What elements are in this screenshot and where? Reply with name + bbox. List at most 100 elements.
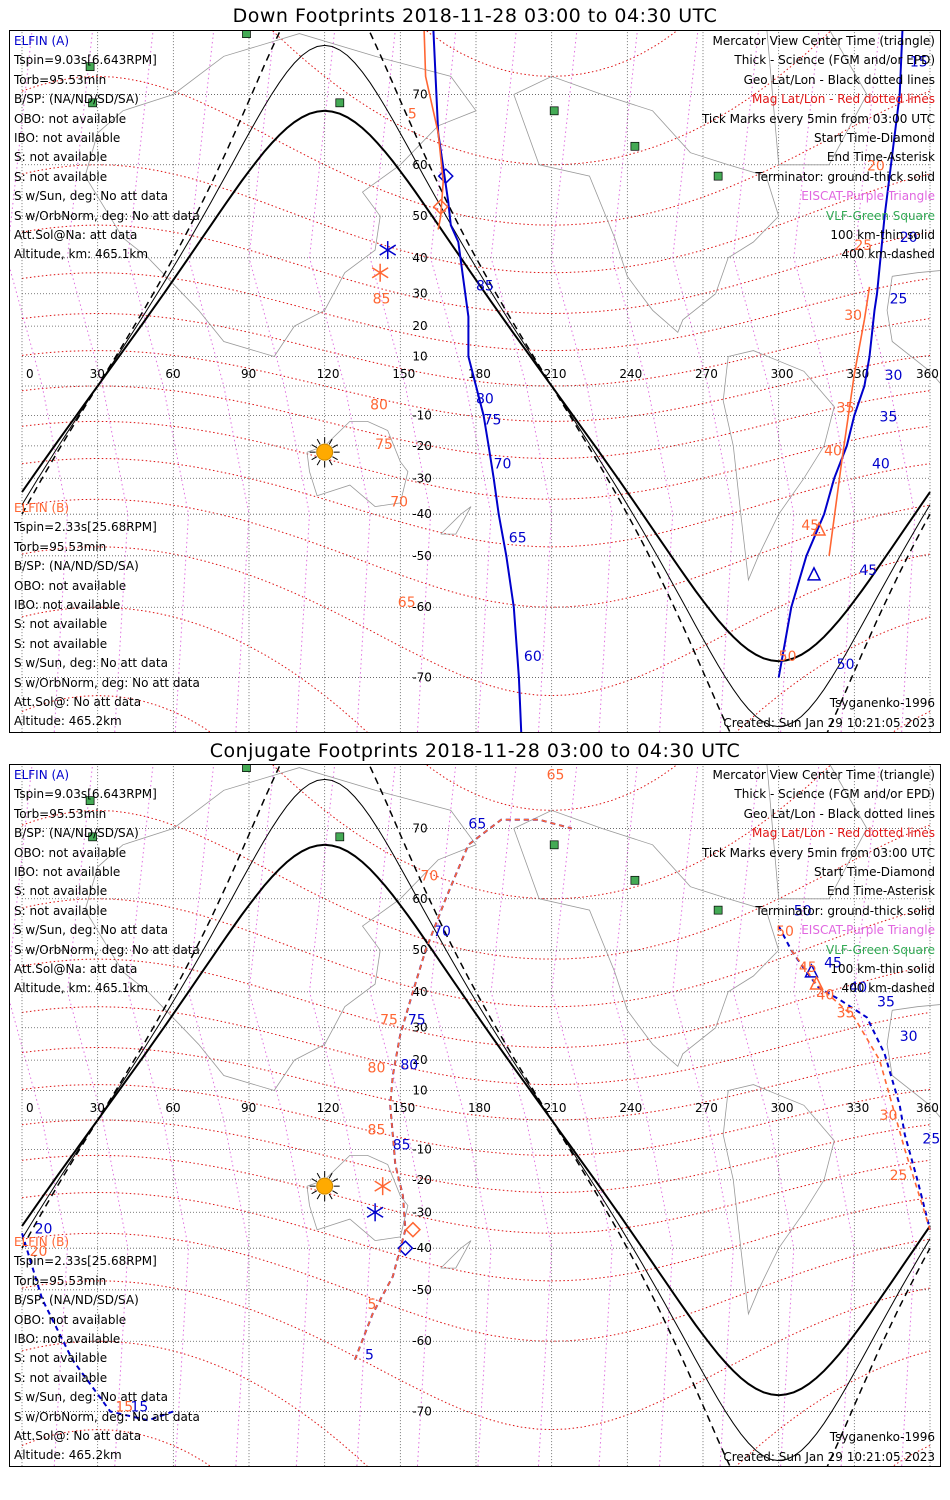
panel-1-title: Down Footprints 2018-11-28 03:00 to 04:3… [232, 5, 718, 27]
tick-label: 35 [837, 1005, 855, 1021]
info-line: OBO: not available [14, 578, 127, 593]
info-line: Tspin=2.33s[25.68RPM] [14, 520, 157, 535]
tick-label: 15 [130, 1400, 148, 1416]
tick-label: 30 [900, 1029, 918, 1045]
legend-entry: 400 km-dashed [841, 247, 935, 262]
vlf-station [713, 171, 723, 181]
terminator-ground [21, 843, 931, 1397]
elfin-b-info: ELFIN (B) Tspin=2.33s[25.68RPM] Torb=95.53… [14, 1233, 200, 1466]
info-line: Torb=95.53min [14, 539, 107, 554]
coastline [766, 31, 868, 166]
mag-lat-line [272, 31, 832, 166]
vlf-station [630, 141, 640, 151]
lon-tick-label: 150 [392, 1101, 415, 1115]
satellite-name: ELFIN (A) [14, 768, 70, 782]
center-time-triangle [811, 521, 827, 536]
axis-labels: 0 30 60 90 120 150 180 210 240 270 300 330 360 70 60 50… [26, 821, 939, 1418]
lat-tick-label: -60 [412, 600, 432, 614]
info-line: S w/Sun, deg: No att data [14, 1390, 168, 1405]
lat-tick-label: 50 [412, 209, 427, 223]
lat-tick-label: 60 [412, 892, 427, 906]
lat-tick-label: -50 [412, 549, 432, 563]
end-asterisk [366, 1203, 384, 1222]
info-line: S: not available [14, 150, 108, 165]
end-asterisk [371, 263, 389, 282]
satellite-name: ELFIN (B) [14, 1235, 70, 1249]
legend-entry: Thick - Science (FGM and/or EPD) [734, 787, 935, 802]
coastline [306, 1155, 409, 1242]
elfin-a-info: ELFIN (A) Tspin=9.03s[6.643RPM] Torb=95.53… [14, 32, 200, 265]
legend-entry: Mag Lat/Lon - Red dotted lines [751, 92, 935, 107]
lat-tick-label: 10 [412, 350, 427, 364]
lat-tick-label: -30 [412, 471, 432, 485]
elfin-b-info: ELFIN (B) Tspin=2.33s[25.68RPM] Torb=95.53… [14, 499, 200, 732]
terminator-ground [21, 109, 931, 663]
track-elfin-b-conjugate: 5 85 80 75 70 65 [354, 767, 573, 1360]
lon-tick-label: 210 [544, 367, 567, 381]
coastlines [84, 31, 940, 582]
lat-tick-label: 30 [412, 287, 427, 301]
satellite-name: ELFIN (A) [14, 34, 70, 48]
lat-tick-label: -60 [412, 1334, 432, 1348]
mag-lat-line [21, 312, 931, 387]
lon-tick-label: 300 [771, 367, 794, 381]
legend-entry: Tick Marks every 5min from 03:00 UTC [701, 845, 935, 860]
info-line: S: not available [14, 1370, 108, 1385]
legend-entry: Terminator: ground-thick solid [755, 903, 935, 918]
vlf-station [85, 62, 95, 72]
coastline [306, 421, 409, 508]
start-diamond [404, 1221, 422, 1238]
info-line: B/SP: (NA/ND/SD/SA) [14, 826, 139, 841]
tick-label: 35 [877, 995, 895, 1011]
legend-entry: Mercator View Center Time (triangle) [712, 34, 935, 48]
map-chart: 0 30 60 90 120 150 180 210 240 270 300 330 360706050… [10, 31, 940, 732]
vlf-station [242, 765, 251, 772]
tick-label: 20 [35, 1221, 53, 1237]
lat-tick-label: -20 [412, 439, 432, 453]
track-line [777, 31, 904, 678]
track-line [354, 818, 573, 1360]
mag-lat-line [21, 1006, 931, 1086]
tick-label: 50 [837, 657, 855, 673]
legend-entry: Tick Marks every 5min from 03:00 UTC [701, 111, 935, 126]
lon-tick-label: 330 [846, 367, 869, 381]
lat-tick-label: -50 [412, 1283, 432, 1297]
legend-entry: VLF-Green Square [826, 208, 935, 223]
lat-tick-label: 30 [412, 1021, 427, 1035]
sun-icon [309, 437, 340, 468]
legend: Mercator View Center Time (triangle) Thic… [702, 766, 935, 999]
info-line: S w/Sun, deg: No att data [14, 923, 168, 938]
mag-lat-line [21, 272, 931, 352]
info-line: S: not available [14, 617, 108, 632]
info-line: Att.Sol@: No att data [14, 694, 142, 709]
info-line: S w/OrbNorm, deg: No att data [14, 208, 200, 223]
lon-tick-label: 120 [317, 1101, 340, 1115]
created-timestamp: Created: Sun Jan 29 10:21:05 2023 [723, 716, 935, 730]
tick-label: 50 [794, 904, 812, 920]
vlf-station [335, 832, 345, 842]
track-elfin-a-: 5 85 80 75 70 65 60 [379, 31, 542, 732]
coastline [440, 1240, 472, 1269]
legend-entry: VLF-Green Square [826, 942, 935, 957]
info-line: IBO: not available [14, 597, 121, 612]
info-line: B/SP: (NA/ND/SD/SA) [14, 92, 139, 107]
tick-label: 45 [859, 563, 877, 579]
lon-tick-label: 360 [916, 1101, 939, 1115]
tick-label: 20 [30, 1244, 48, 1260]
track-line [828, 286, 871, 556]
lon-tick-label: 0 [26, 367, 34, 381]
lon-tick-label: 120 [317, 367, 340, 381]
lat-tick-label: 40 [412, 251, 427, 265]
tick-label: 70 [433, 924, 451, 940]
info-line: B/SP: (NA/ND/SD/SA) [14, 559, 139, 574]
vlf-station [88, 98, 97, 108]
tick-label: 5 [408, 106, 417, 122]
tick-label: 40 [824, 443, 842, 459]
legend-entry: Mercator View Center Time (triangle) [712, 768, 935, 782]
center-time-triangle [806, 566, 822, 581]
lon-tick-label: 330 [846, 1101, 869, 1115]
tick-label: 65 [398, 595, 416, 611]
tick-label: 45 [801, 518, 819, 534]
vlf-station [335, 98, 345, 108]
